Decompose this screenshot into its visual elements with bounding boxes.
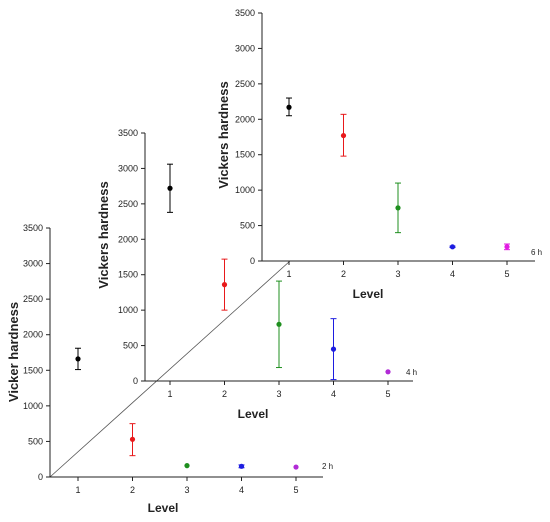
data-point: [395, 205, 401, 211]
y-tick-label: 2000: [235, 114, 255, 124]
y-tick-label: 3500: [118, 128, 138, 138]
panel-2h-y-axis-title: Vicker hardness: [6, 302, 21, 402]
panel-4h-label: 4 h: [406, 368, 417, 377]
y-tick-label: 1000: [23, 401, 43, 411]
x-tick-label: 5: [385, 389, 390, 399]
x-tick-label: 2: [130, 485, 135, 495]
y-tick-label: 3500: [23, 223, 43, 233]
panel-4h: Vickers hardness Level 4 h 0500100015002…: [96, 128, 417, 421]
panel-4h-y-axis-title: Vickers hardness: [96, 181, 111, 288]
x-tick-label: 1: [286, 269, 291, 279]
y-tick-label: 0: [38, 472, 43, 482]
x-tick-label: 3: [184, 485, 189, 495]
x-tick-label: 5: [504, 269, 509, 279]
panel-2h-x-axis-title: Level: [148, 501, 179, 515]
panel-6h-x-axis-title: Level: [353, 287, 384, 301]
y-tick-label: 3000: [23, 259, 43, 269]
y-tick-label: 1500: [118, 270, 138, 280]
data-point: [449, 244, 456, 250]
x-tick-label: 4: [450, 269, 455, 279]
data-point: [293, 464, 299, 470]
panel-2h: Vicker hardness Level 2 h 05001000150020…: [6, 223, 333, 515]
y-tick-label: 1500: [235, 150, 255, 160]
data-point: [238, 463, 245, 469]
y-tick-label: 3000: [235, 43, 255, 53]
data-point: [286, 104, 292, 110]
y-tick-label: 500: [28, 436, 43, 446]
x-tick-label: 2: [222, 389, 227, 399]
data-point: [167, 185, 173, 191]
y-tick-label: 0: [133, 376, 138, 386]
data-point: [330, 346, 337, 352]
panel-2h-label: 2 h: [322, 462, 333, 471]
x-tick-label: 1: [167, 389, 172, 399]
y-tick-label: 0: [250, 256, 255, 266]
y-tick-label: 2000: [118, 234, 138, 244]
y-tick-label: 2500: [235, 79, 255, 89]
panel-4h-x-axis-title: Level: [238, 407, 269, 421]
panel-6h-label: 6 h: [531, 248, 542, 257]
data-point: [184, 463, 190, 469]
x-tick-label: 2: [341, 269, 346, 279]
y-tick-label: 1000: [118, 305, 138, 315]
x-tick-label: 1: [75, 485, 80, 495]
data-point: [504, 244, 510, 250]
data-point: [276, 321, 282, 327]
y-tick-label: 3500: [235, 8, 255, 18]
x-tick-label: 4: [239, 485, 244, 495]
y-tick-label: 2500: [118, 199, 138, 209]
data-point: [221, 282, 228, 288]
data-point: [385, 369, 391, 375]
y-tick-label: 3000: [118, 163, 138, 173]
x-tick-label: 5: [293, 485, 298, 495]
data-point: [75, 356, 81, 362]
y-tick-label: 500: [123, 341, 138, 351]
y-tick-label: 2000: [23, 330, 43, 340]
y-tick-label: 2500: [23, 294, 43, 304]
x-tick-label: 3: [395, 269, 400, 279]
x-tick-label: 4: [331, 389, 336, 399]
y-tick-label: 500: [240, 221, 255, 231]
x-tick-label: 3: [276, 389, 281, 399]
data-point: [340, 132, 347, 139]
y-tick-label: 1500: [23, 365, 43, 375]
panel-6h: Vickers hardness Level 6 h 0 500 1000 1500 2…: [216, 8, 542, 301]
panel-6h-y-axis-title: Vickers hardness: [216, 81, 231, 188]
perspective-diagonal: [49, 260, 291, 478]
data-point: [129, 436, 136, 442]
y-tick-label: 1000: [235, 185, 255, 195]
